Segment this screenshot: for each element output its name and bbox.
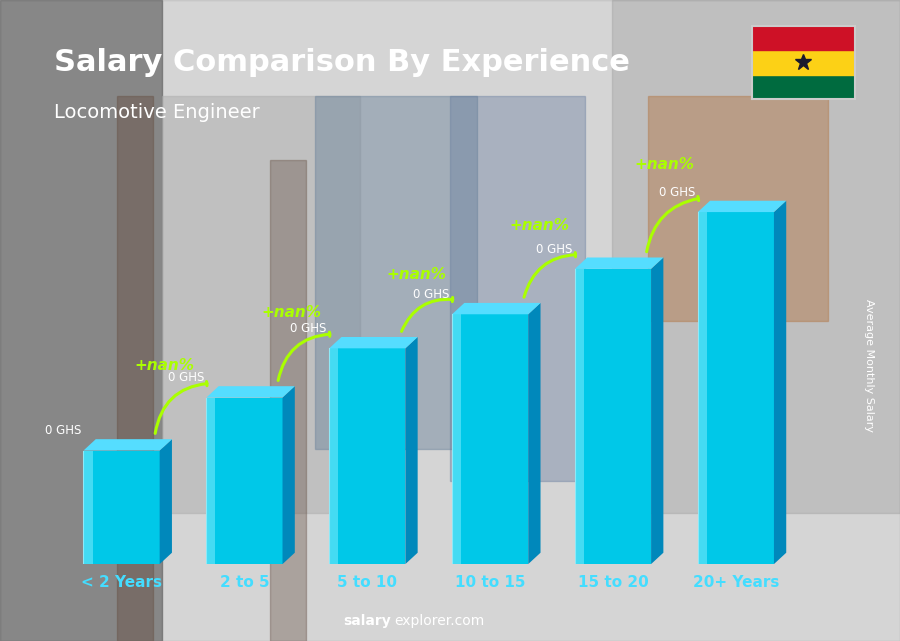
Bar	[452, 314, 461, 564]
Bar	[0, 0, 162, 641]
Text: 0 GHS: 0 GHS	[291, 322, 327, 335]
Polygon shape	[575, 258, 663, 269]
Bar	[117, 96, 153, 641]
Text: salary: salary	[344, 614, 392, 628]
Text: +nan%: +nan%	[135, 358, 194, 373]
Text: Locomotive Engineer: Locomotive Engineer	[54, 103, 260, 122]
Bar	[752, 26, 855, 50]
Text: 0 GHS: 0 GHS	[413, 288, 450, 301]
Bar	[452, 314, 528, 564]
Bar	[84, 451, 93, 564]
Polygon shape	[206, 386, 295, 397]
Bar	[698, 212, 706, 564]
Bar	[270, 160, 306, 641]
Polygon shape	[329, 337, 418, 348]
Text: 0 GHS: 0 GHS	[659, 186, 696, 199]
Bar	[752, 50, 855, 75]
Bar	[575, 269, 651, 564]
Bar	[575, 269, 584, 564]
Polygon shape	[452, 303, 541, 314]
Bar	[648, 96, 828, 320]
Bar	[612, 0, 900, 513]
Text: +nan%: +nan%	[386, 267, 446, 282]
Text: +nan%: +nan%	[261, 305, 321, 320]
Text: Average Monthly Salary: Average Monthly Salary	[863, 299, 874, 432]
Bar	[206, 397, 283, 564]
Text: +nan%: +nan%	[509, 218, 570, 233]
Text: +nan%: +nan%	[634, 157, 695, 172]
Text: explorer.com: explorer.com	[394, 614, 484, 628]
Bar	[315, 96, 477, 449]
Bar	[84, 451, 159, 564]
Polygon shape	[159, 439, 172, 564]
Bar	[162, 96, 360, 513]
Bar	[329, 348, 405, 564]
Text: 0 GHS: 0 GHS	[536, 242, 572, 256]
Bar	[206, 397, 215, 564]
Polygon shape	[405, 337, 418, 564]
Polygon shape	[651, 258, 663, 564]
Polygon shape	[774, 201, 787, 564]
Bar	[698, 212, 774, 564]
Bar	[752, 75, 855, 99]
Bar	[450, 96, 585, 481]
Bar	[329, 348, 338, 564]
Polygon shape	[528, 303, 541, 564]
Text: Salary Comparison By Experience: Salary Comparison By Experience	[54, 48, 630, 77]
Polygon shape	[283, 386, 295, 564]
Polygon shape	[698, 201, 787, 212]
Text: 0 GHS: 0 GHS	[167, 371, 204, 385]
Polygon shape	[84, 439, 172, 451]
Text: 0 GHS: 0 GHS	[45, 424, 81, 437]
